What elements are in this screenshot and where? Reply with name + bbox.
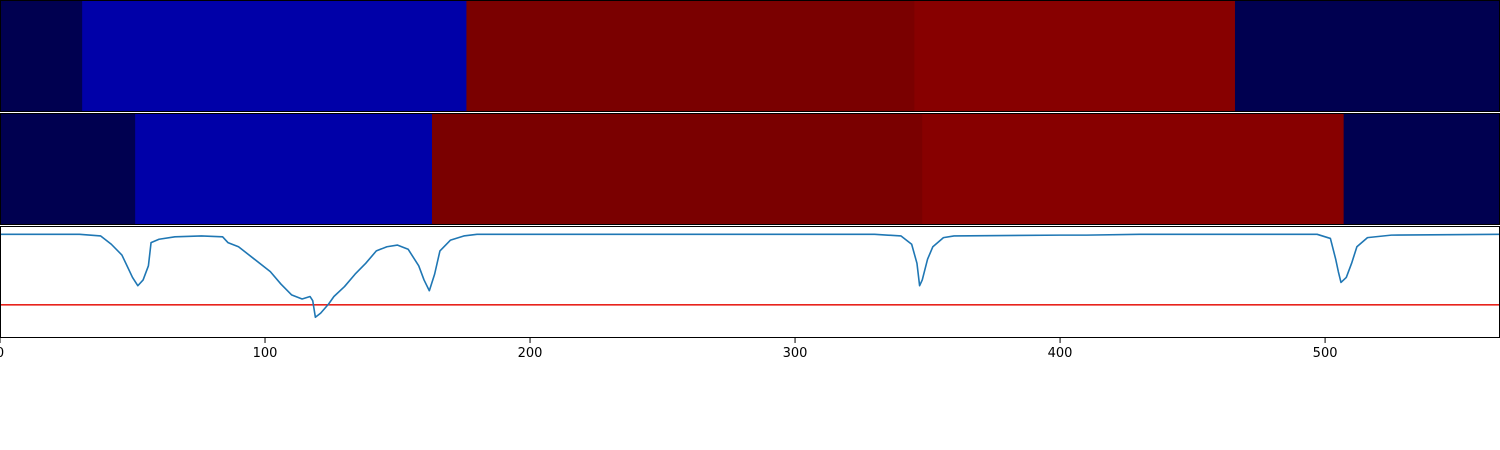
top-track-segment-5 <box>1234 0 1500 112</box>
x-tick-label-0: 0 <box>0 346 4 361</box>
top-track-segment-4 <box>914 0 1236 112</box>
x-tick-label-300: 300 <box>783 346 808 361</box>
score-curve-panel <box>0 226 1500 338</box>
x-tick-label-400: 400 <box>1048 346 1073 361</box>
segmentation-track-top <box>0 0 1500 113</box>
plot-background <box>0 226 1500 338</box>
bottom-track-segment-1 <box>0 113 136 225</box>
top-track-segment-1 <box>0 0 83 112</box>
x-tick-label-100: 100 <box>253 346 278 361</box>
score-line <box>0 233 1500 319</box>
bottom-track-segment-4 <box>922 113 1345 225</box>
x-tick-label-500: 500 <box>1313 346 1338 361</box>
x-axis: 0 100 200 300 400 500 <box>0 338 1338 361</box>
top-track-segment-2 <box>82 0 467 112</box>
bottom-track-segment-3 <box>431 113 923 225</box>
top-track-segment-3 <box>466 0 915 112</box>
track-separator <box>0 112 1500 113</box>
segmentation-track-bottom <box>0 113 1500 225</box>
bottom-track-segment-2 <box>135 113 433 225</box>
bottom-track-segment-5 <box>1343 113 1500 225</box>
x-tick-label-200: 200 <box>518 346 543 361</box>
